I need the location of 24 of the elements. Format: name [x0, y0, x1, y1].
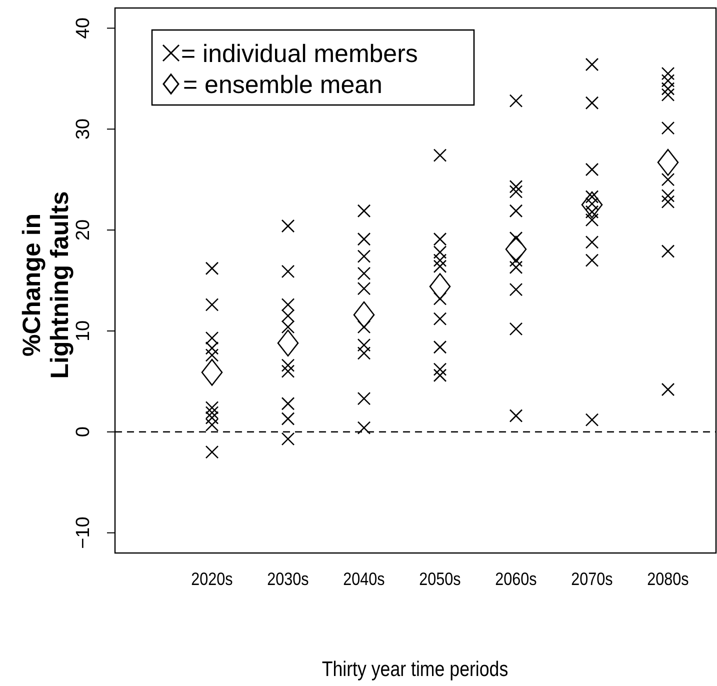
x-tick-label: 2080s [647, 568, 689, 590]
x-tick-label: 2050s [419, 568, 461, 590]
point [505, 236, 527, 263]
y-tick-label: 20 [73, 219, 94, 241]
x-axis-title: Thirty year time periods [322, 658, 508, 682]
x-tick-label: 2020s [191, 568, 233, 590]
point [353, 301, 375, 328]
point [581, 191, 603, 218]
point [201, 358, 223, 386]
point [277, 330, 299, 357]
legend-label: = ensemble mean [183, 71, 382, 99]
y-tick-label: −10 [73, 516, 94, 549]
y-tick-label: 40 [73, 18, 94, 39]
y-axis-title: %Change in Lightning faults [18, 191, 74, 379]
point [429, 273, 451, 300]
y-tick-label: 0 [73, 426, 94, 438]
y-tick-label: 10 [73, 320, 94, 342]
x-tick-label: 2070s [571, 568, 613, 590]
x-tick-label: 2040s [343, 568, 385, 590]
legend-label: = individual members [181, 40, 418, 68]
y-tick-label: 30 [73, 118, 94, 140]
x-tick-label: 2030s [267, 568, 309, 590]
x-tick-label: 2060s [495, 568, 537, 590]
point [657, 148, 679, 176]
